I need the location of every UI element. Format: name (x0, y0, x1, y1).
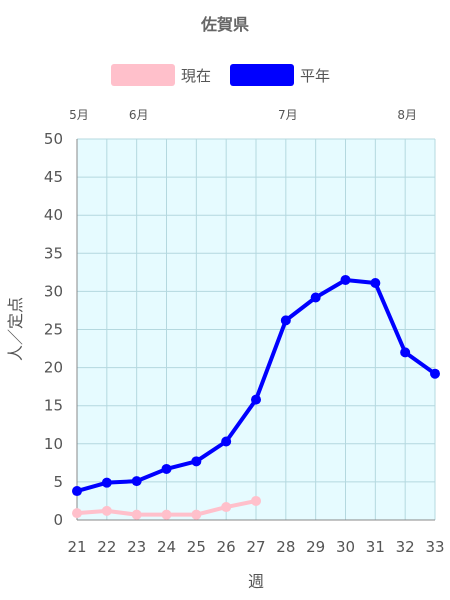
month-label: 5月 (69, 108, 89, 122)
data-point-0 (131, 509, 142, 520)
legend-label-current: 現在 (181, 67, 211, 85)
x-tick-label: 23 (127, 538, 146, 556)
data-point-1 (400, 347, 411, 358)
chart-title: 佐賀県 (200, 15, 249, 34)
x-tick-label: 25 (187, 538, 206, 556)
legend-item-current[interactable]: 現在 (111, 64, 211, 86)
x-tick-label: 32 (396, 538, 415, 556)
x-tick-label: 27 (246, 538, 265, 556)
data-point-1 (161, 463, 172, 474)
data-point-1 (370, 278, 381, 289)
data-point-1 (191, 456, 202, 467)
month-label: 7月 (278, 108, 298, 122)
legend-swatch-normal (230, 64, 294, 86)
x-axis-title: 週 (248, 572, 264, 591)
data-point-1 (430, 368, 440, 379)
month-labels: 5月 6月 7月 8月 (69, 108, 417, 122)
data-point-0 (221, 502, 232, 513)
series-lines (72, 274, 440, 520)
x-tick-label: 29 (306, 538, 325, 556)
data-point-1 (131, 476, 142, 487)
data-point-1 (101, 477, 112, 488)
x-tick-label: 30 (336, 538, 355, 556)
x-tick-label: 31 (366, 538, 385, 556)
x-tick-label: 26 (217, 538, 236, 556)
data-point-0 (72, 508, 82, 519)
legend-item-normal[interactable]: 平年 (230, 64, 330, 86)
y-tick-label: 35 (44, 244, 63, 262)
data-point-0 (101, 505, 112, 516)
x-tick-label: 28 (276, 538, 295, 556)
data-point-0 (161, 509, 172, 520)
data-point-1 (310, 292, 321, 303)
y-tick-labels: 0 5 10 15 20 25 30 35 40 45 50 (44, 130, 63, 529)
x-tick-label: 24 (157, 538, 176, 556)
axes (76, 139, 435, 521)
month-label: 8月 (397, 108, 417, 122)
y-tick-label: 30 (44, 282, 63, 300)
y-tick-label: 0 (53, 511, 63, 529)
data-point-0 (251, 495, 261, 506)
y-tick-label: 40 (44, 206, 63, 224)
x-tick-label: 33 (425, 538, 444, 556)
data-point-1 (251, 394, 261, 405)
data-point-1 (340, 274, 351, 285)
y-tick-label: 20 (44, 359, 63, 377)
data-point-0 (191, 509, 202, 520)
y-tick-label: 15 (44, 397, 63, 415)
y-tick-label: 25 (44, 321, 63, 339)
y-tick-label: 5 (53, 473, 63, 491)
y-tick-label: 50 (44, 130, 63, 148)
y-tick-label: 10 (44, 435, 63, 453)
x-tick-label: 22 (97, 538, 116, 556)
legend-label-normal: 平年 (300, 67, 330, 85)
y-tick-label: 45 (44, 168, 63, 186)
month-label: 6月 (129, 108, 149, 122)
grid (76, 138, 436, 521)
data-point-1 (221, 436, 232, 447)
legend-swatch-current (111, 64, 175, 86)
x-tick-label: 21 (67, 538, 86, 556)
data-point-1 (72, 486, 82, 497)
data-point-1 (280, 315, 291, 326)
legend: 現在 平年 (111, 64, 330, 86)
x-tick-labels: 21 22 23 24 25 26 27 28 29 30 31 32 33 (67, 538, 444, 556)
y-axis-title: 人／定点 (6, 297, 25, 361)
